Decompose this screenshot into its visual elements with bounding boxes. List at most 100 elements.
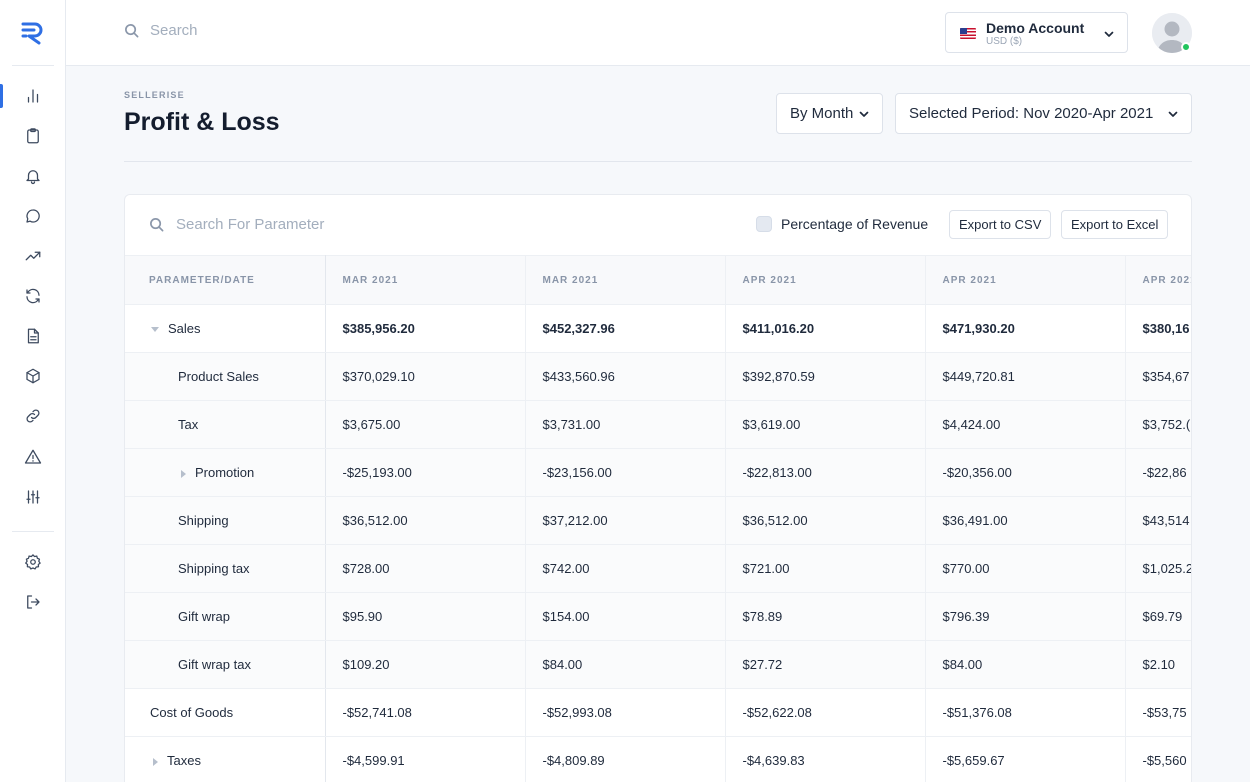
document-icon <box>27 328 39 344</box>
box-icon <box>26 368 40 384</box>
table-cell: -$52,622.08 <box>724 688 925 737</box>
table-scroll-area[interactable]: PARAMETER/DATE MAR 2021 MAR 2021 APR 202… <box>125 255 1191 782</box>
table-cell: $471,930.20 <box>924 304 1125 353</box>
table-cell: -$53,75 <box>1124 688 1191 737</box>
table-cell: $721.00 <box>724 544 925 593</box>
table-cell: -$4,809.89 <box>524 736 725 782</box>
table-cell: $770.00 <box>924 544 1125 593</box>
row-label: Gift wrap <box>125 592 326 641</box>
top-bar: Demo Account USD ($) <box>66 0 1250 66</box>
sidebar-item-alerts[interactable] <box>0 437 66 477</box>
table-cell: -$5,560 <box>1124 736 1191 782</box>
table-cell: $1,025.2 <box>1124 544 1191 593</box>
table-cell: $380,16 <box>1124 304 1191 353</box>
percentage-of-revenue-toggle[interactable]: Percentage of Revenue <box>756 216 928 232</box>
table-row-shipping-tax: Shipping tax $728.00 $742.00 $721.00 $77… <box>125 544 1191 593</box>
table-cell: $36,512.00 <box>724 496 925 545</box>
breadcrumb: SELLERISE <box>124 90 185 100</box>
column-header[interactable]: MAR 2021 <box>524 255 725 305</box>
online-status-dot <box>1181 42 1191 52</box>
table-cell: $742.00 <box>524 544 725 593</box>
export-csv-button[interactable]: Export to CSV <box>949 210 1052 239</box>
table-cell: $370,029.10 <box>324 352 525 401</box>
sidebar-item-dashboard[interactable] <box>0 76 66 116</box>
sidebar-item-notifications[interactable] <box>0 156 66 196</box>
column-header[interactable]: APR 2021 <box>1124 255 1191 305</box>
sellerise-logo[interactable] <box>20 20 46 46</box>
row-label: Shipping <box>125 496 326 545</box>
group-by-select[interactable]: By Month <box>776 93 883 134</box>
table-cell: $449,720.81 <box>924 352 1125 401</box>
table-cell: $154.00 <box>524 592 725 641</box>
period-select[interactable]: Selected Period: Nov 2020-Apr 2021 <box>895 93 1192 134</box>
table-cell: -$4,599.91 <box>324 736 525 782</box>
table-cell: $392,870.59 <box>724 352 925 401</box>
column-header[interactable]: MAR 2021 <box>324 255 525 305</box>
sidebar-item-adjustments[interactable] <box>0 477 66 517</box>
table-cell: -$4,639.83 <box>724 736 925 782</box>
sidebar-item-trends[interactable] <box>0 236 66 276</box>
sidebar-item-messages[interactable] <box>0 196 66 236</box>
row-label: Tax <box>125 400 326 449</box>
export-excel-button[interactable]: Export to Excel <box>1061 210 1169 239</box>
table-cell: $69.79 <box>1124 592 1191 641</box>
sidebar-divider <box>12 531 54 532</box>
table-cell: -$52,993.08 <box>524 688 725 737</box>
table-row-gift-wrap: Gift wrap $95.90 $154.00 $78.89 $796.39 … <box>125 592 1191 641</box>
sidebar-item-links[interactable] <box>0 396 66 436</box>
table-cell: $385,956.20 <box>324 304 525 353</box>
sidebar-item-products[interactable] <box>0 356 66 396</box>
bar-chart-icon <box>27 89 39 103</box>
percentage-label: Percentage of Revenue <box>781 216 929 232</box>
table-cell: $452,327.96 <box>524 304 725 353</box>
table-cell: $2.10 <box>1124 640 1191 689</box>
table-cell: -$5,659.67 <box>924 736 1125 782</box>
table-cell: -$22,86 <box>1124 448 1191 497</box>
sidebar-item-logout[interactable] <box>0 582 66 622</box>
table-row-promotion[interactable]: Promotion -$25,193.00 -$23,156.00 -$22,8… <box>125 448 1191 497</box>
table-cell: $78.89 <box>724 592 925 641</box>
column-header: PARAMETER/DATE <box>125 255 326 305</box>
profit-loss-table: PARAMETER/DATE MAR 2021 MAR 2021 APR 202… <box>125 255 1191 782</box>
table-cell: $3,675.00 <box>324 400 525 449</box>
account-currency: USD ($) <box>986 36 1023 47</box>
table-row-taxes[interactable]: Taxes -$4,599.91 -$4,809.89 -$4,639.83 -… <box>125 736 1191 782</box>
table-row-sales[interactable]: Sales $385,956.20 $452,327.96 $411,016.2… <box>125 304 1191 353</box>
table-cell: $84.00 <box>924 640 1125 689</box>
table-cell: $36,491.00 <box>924 496 1125 545</box>
table-cell: $4,424.00 <box>924 400 1125 449</box>
us-flag-icon <box>960 28 976 39</box>
row-label: Cost of Goods <box>125 688 326 737</box>
bell-icon <box>26 170 40 185</box>
table-row-cost-of-goods: Cost of Goods -$52,741.08 -$52,993.08 -$… <box>125 688 1191 737</box>
sidebar-item-clipboard[interactable] <box>0 116 66 156</box>
table-row-shipping: Shipping $36,512.00 $37,212.00 $36,512.0… <box>125 496 1191 545</box>
table-cell: $3,619.00 <box>724 400 925 449</box>
expand-caret-icon[interactable] <box>153 757 158 766</box>
column-header[interactable]: APR 2021 <box>724 255 925 305</box>
parameter-search <box>149 216 476 233</box>
row-label-text: Taxes <box>167 753 201 768</box>
chevron-down-icon <box>859 111 869 117</box>
parameter-search-input[interactable] <box>176 216 476 233</box>
sidebar-item-settings[interactable] <box>0 542 66 582</box>
row-label: Product Sales <box>125 352 326 401</box>
chat-bubble-icon <box>26 209 40 223</box>
table-cell: -$25,193.00 <box>324 448 525 497</box>
sliders-icon <box>26 490 40 504</box>
table-row-tax: Tax $3,675.00 $3,731.00 $3,619.00 $4,424… <box>125 400 1191 449</box>
row-label: Promotion <box>125 448 326 497</box>
gear-icon <box>25 554 41 570</box>
table-cell: $43,514 <box>1124 496 1191 545</box>
global-search-input[interactable] <box>150 22 450 39</box>
table-cell: $36,512.00 <box>324 496 525 545</box>
percentage-checkbox[interactable] <box>756 216 772 232</box>
column-header[interactable]: APR 2021 <box>924 255 1125 305</box>
refresh-icon <box>26 288 40 304</box>
sidebar-item-reports[interactable] <box>0 316 66 356</box>
sidebar-item-sync[interactable] <box>0 276 66 316</box>
profit-loss-card: Percentage of Revenue Export to CSV Expo… <box>124 194 1192 782</box>
account-switcher[interactable]: Demo Account USD ($) <box>945 12 1128 53</box>
collapse-caret-icon[interactable] <box>151 327 159 333</box>
expand-caret-icon[interactable] <box>181 469 186 478</box>
